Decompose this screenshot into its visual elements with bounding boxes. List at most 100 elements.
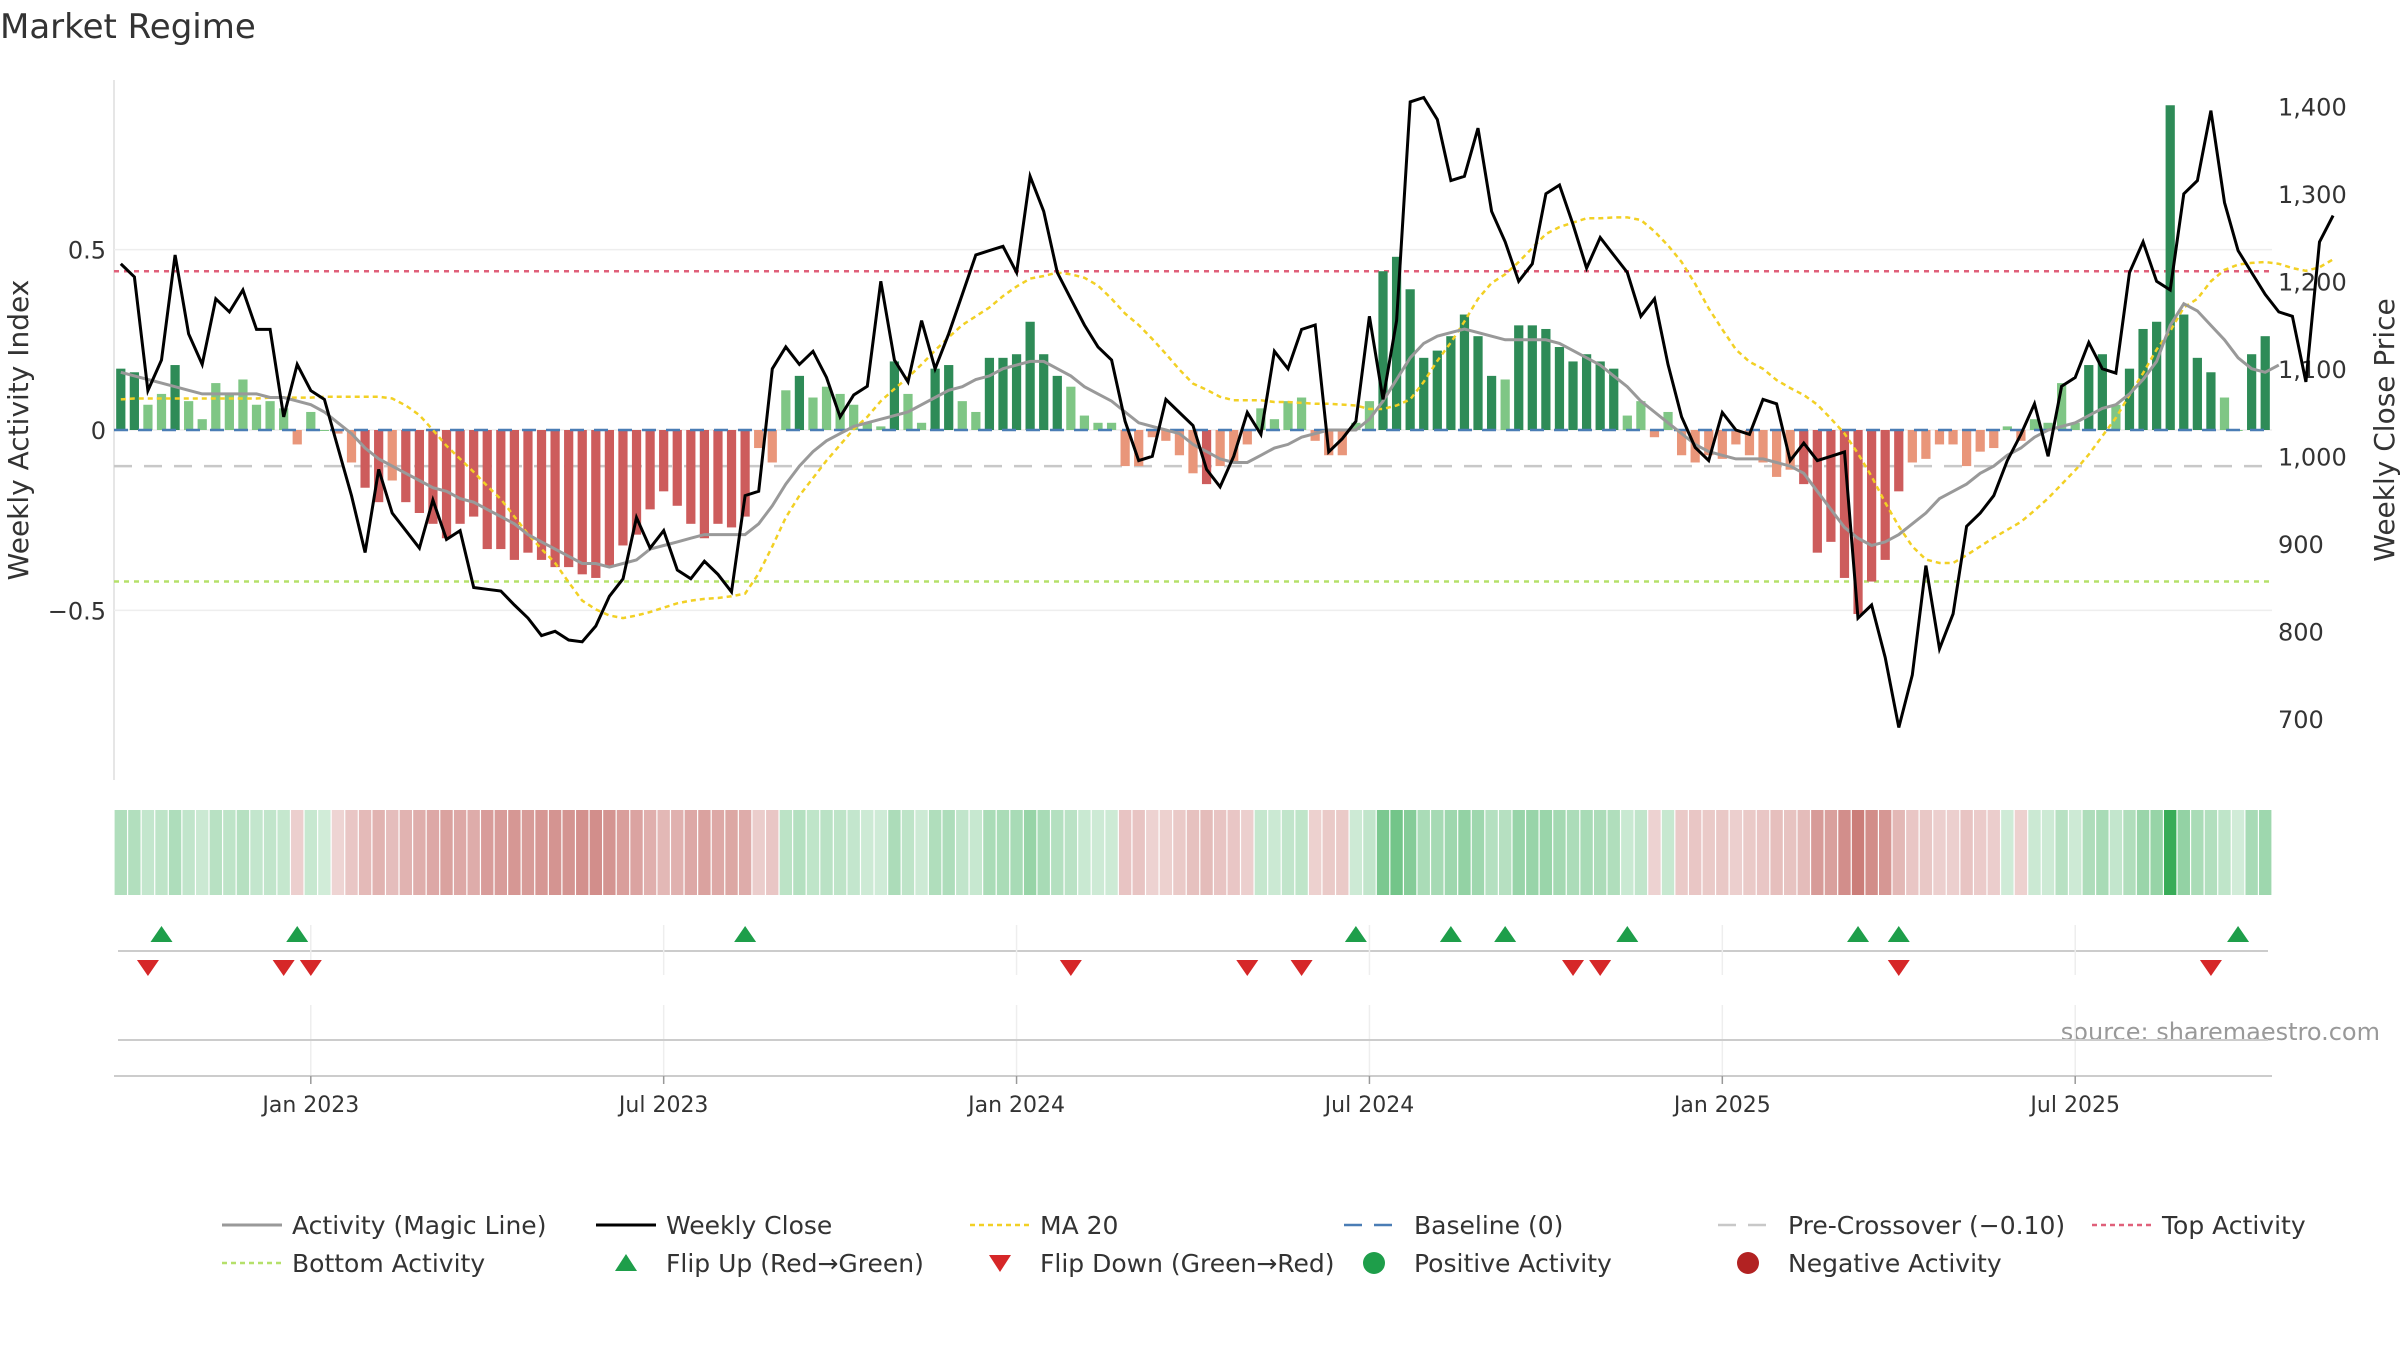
activity-bar — [1337, 430, 1347, 456]
activity-bar — [944, 365, 954, 430]
activity-bar — [916, 422, 927, 430]
regime-cell — [1498, 810, 1512, 895]
activity-bar — [2057, 383, 2067, 430]
activity-bar — [984, 357, 995, 430]
activity-bar — [1975, 430, 1985, 452]
activity-bar — [1215, 430, 1225, 467]
regime-cell — [725, 810, 738, 895]
regime-cell — [548, 810, 562, 895]
regime-cell — [657, 810, 670, 895]
regime-cell — [1037, 810, 1050, 895]
regime-cell — [752, 810, 765, 895]
activity-bar — [1093, 422, 1103, 430]
regime-cell — [467, 810, 480, 895]
activity-bar — [1432, 350, 1442, 430]
activity-bar — [631, 430, 642, 535]
activity-bar — [726, 430, 737, 528]
regime-cell — [643, 810, 657, 895]
activity-bar — [1880, 430, 1890, 560]
activity-bar — [1201, 430, 1212, 485]
x-axis: Jan 2023 Jul 2023 Jan 2024 Jul 2024 Jan 2025… — [114, 1005, 2272, 1118]
activity-bar — [1025, 321, 1035, 430]
regime-cell — [1349, 810, 1363, 895]
activity-bar — [2260, 336, 2270, 430]
flip-up-marker — [1494, 926, 1517, 942]
regime-cell — [304, 810, 317, 895]
y-right-tick-label: 1,100 — [2278, 356, 2347, 384]
regime-cell — [766, 810, 779, 895]
activity-bar — [333, 430, 343, 434]
activity-bar — [224, 393, 234, 430]
activity-bar — [387, 430, 397, 481]
activity-bar — [1039, 354, 1049, 430]
activity-bar — [2029, 419, 2040, 430]
activity-bar — [346, 430, 357, 463]
activity-bar — [1161, 430, 1171, 441]
regime-cell — [1146, 810, 1159, 895]
regime-cell — [1919, 810, 1933, 895]
legend-label: Weekly Close — [666, 1211, 832, 1240]
regime-cell — [779, 810, 793, 895]
regime-cell — [263, 810, 277, 895]
activity-bar — [292, 430, 302, 445]
activity-bar — [143, 404, 153, 430]
x-tick-label: Jul 2024 — [1323, 1093, 1415, 1118]
regime-cell — [1675, 810, 1688, 895]
regime-cell — [1607, 810, 1620, 895]
regime-cell — [209, 810, 222, 895]
regime-cell — [1661, 810, 1675, 895]
activity-bar — [1731, 430, 1741, 445]
flip-up-marker — [1344, 926, 1367, 942]
flip-up-marker — [2227, 926, 2250, 942]
regime-cell — [1390, 810, 1403, 895]
regime-cell — [1729, 810, 1743, 895]
regime-cell — [1716, 810, 1729, 895]
regime-cell — [1512, 810, 1525, 895]
x-tick-label: Jan 2025 — [1672, 1093, 1771, 1118]
regime-cell — [1336, 810, 1349, 895]
activity-bar — [1962, 430, 1972, 467]
activity-bar — [306, 411, 316, 430]
y-left-tick-label: 0 — [91, 417, 106, 445]
y-right-tick-label: 900 — [2278, 531, 2324, 559]
regime-cell — [236, 810, 250, 895]
regime-cell — [996, 810, 1010, 895]
activity-bar — [1120, 430, 1130, 467]
regime-cell — [2014, 810, 2028, 895]
chart-title: Market Regime — [0, 7, 256, 47]
flip-up-marker — [1847, 926, 1870, 942]
regime-cell — [793, 810, 806, 895]
regime-cell — [291, 810, 304, 895]
activity-bar — [618, 430, 628, 546]
legend-swatch — [1737, 1252, 1759, 1274]
regime-cell — [1946, 810, 1960, 895]
activity-bar — [238, 379, 248, 430]
activity-bar — [645, 430, 655, 510]
activity-bar — [1256, 408, 1266, 430]
activity-bar — [1704, 430, 1714, 456]
regime-cell — [1526, 810, 1539, 895]
activity-bar — [2002, 426, 2012, 430]
regime-cell — [2082, 810, 2095, 895]
regime-cell — [1485, 810, 1498, 895]
regime-cell — [698, 810, 711, 895]
regime-cell — [1756, 810, 1770, 895]
activity-bar — [1296, 397, 1307, 430]
activity-bar — [889, 361, 900, 430]
regime-cell — [1023, 810, 1037, 895]
regime-cell — [1322, 810, 1335, 895]
regime-cell — [426, 810, 440, 895]
activity-bar — [1568, 361, 1578, 430]
regime-cell — [2177, 810, 2190, 895]
regime-cell — [1268, 810, 1281, 895]
regime-cell — [1064, 810, 1078, 895]
regime-cell — [915, 810, 928, 895]
activity-bar — [971, 411, 981, 430]
activity-bar — [2179, 314, 2189, 430]
regime-cell — [1974, 810, 1987, 895]
activity-bar — [862, 422, 872, 430]
flip-down-marker — [1290, 960, 1313, 976]
regime-cell — [1987, 810, 2000, 895]
activity-bar — [672, 430, 682, 506]
